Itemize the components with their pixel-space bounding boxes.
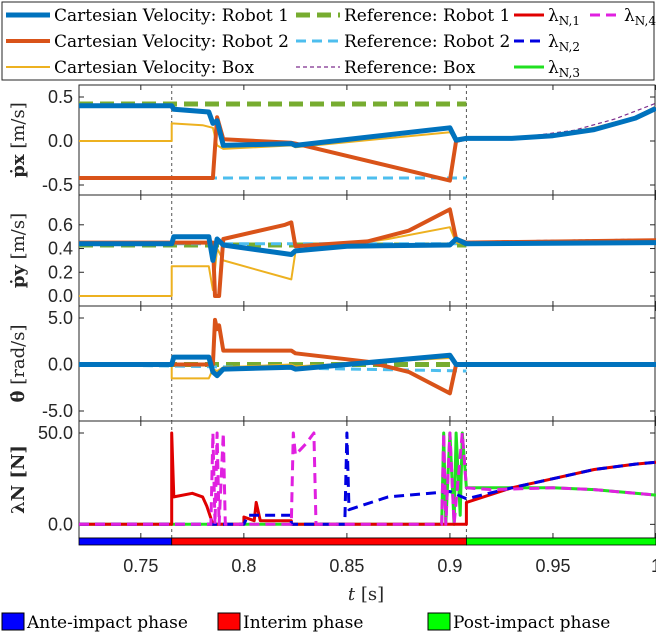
subplot-2: 0.0 0.2 0.4 0.6 ṗy [m/s] xyxy=(8,194,656,307)
y-tick-label: 0.5 xyxy=(48,87,73,107)
x-tick-label: 0.8 xyxy=(231,556,256,576)
series-line xyxy=(79,352,656,379)
series-group xyxy=(79,207,656,298)
legend-label: Cartesian Velocity: Robot 1 xyxy=(54,6,289,26)
phase-label: Ante-impact phase xyxy=(26,613,188,633)
series-line xyxy=(466,102,656,140)
legend-label: Cartesian Velocity: Box xyxy=(54,58,255,78)
legend: Cartesian Velocity: Robot 1 Reference: Ro… xyxy=(1,1,656,81)
phase-label: Post-impact phase xyxy=(453,613,610,633)
y-tick-label: 0.0 xyxy=(48,514,73,534)
series-line xyxy=(79,234,656,263)
phase-segment xyxy=(466,537,656,546)
x-axis-label: t [s] xyxy=(348,584,384,605)
legend-label: λN,3 xyxy=(548,58,580,80)
series-line xyxy=(79,317,656,396)
x-tick-label: 1 xyxy=(651,556,656,576)
plot-area xyxy=(78,420,656,539)
phase-swatch xyxy=(427,612,451,631)
subplots: -0.5 0.0 0.5 ṗx [m/s] 0.0 0.2 0.4 0.6 ṗy [m/s] -5… xyxy=(8,84,656,539)
legend-label: Reference: Robot 2 xyxy=(344,32,510,52)
series-line xyxy=(79,431,656,526)
phase-segment xyxy=(171,537,467,546)
phase-segment xyxy=(78,537,173,546)
phase-swatch xyxy=(1,612,25,631)
phase-swatch xyxy=(217,612,241,631)
y-tick-label: 0.4 xyxy=(48,239,73,259)
x-tick-label: 0.9 xyxy=(437,556,462,576)
plot-area xyxy=(78,194,656,307)
y-tick-label: 0.0 xyxy=(48,286,73,306)
subplot-1: -0.5 0.0 0.5 ṗx [m/s] xyxy=(8,84,656,196)
subplot-4: 0.0 50.0 λN [N] xyxy=(8,420,656,539)
x-tick-label: 0.75 xyxy=(123,556,158,576)
phase-bar xyxy=(78,537,656,546)
legend-label: λN,4 xyxy=(624,6,656,28)
series-line xyxy=(79,207,656,298)
y-axis-label: θ̇ [rad/s] xyxy=(8,325,29,403)
series-group xyxy=(79,431,656,526)
y-axis-label: ṗy [m/s] xyxy=(8,213,29,288)
y-axis-label: ṗx [m/s] xyxy=(8,102,29,177)
y-tick-label: 0.0 xyxy=(48,131,73,151)
x-axis: 0.75 0.8 0.85 0.9 0.95 1 t [s] xyxy=(123,556,656,605)
series-group xyxy=(79,317,656,396)
legend-label: λN,2 xyxy=(548,32,580,54)
y-tick-label: 0.6 xyxy=(48,215,73,235)
series-line xyxy=(79,431,656,526)
x-tick-label: 0.95 xyxy=(535,556,570,576)
phase-label: Interim phase xyxy=(243,613,363,633)
series-line xyxy=(79,103,656,148)
y-tick-label: 50.0 xyxy=(38,423,73,443)
legend-label: Reference: Box xyxy=(344,58,476,78)
series-group xyxy=(79,101,656,183)
legend-label: Cartesian Velocity: Robot 2 xyxy=(54,32,289,52)
series-line xyxy=(79,431,656,526)
legend-label: λN,1 xyxy=(548,6,580,28)
y-tick-label: -0.5 xyxy=(42,175,73,195)
y-tick-label: -5.0 xyxy=(42,401,73,421)
y-tick-label: 0.0 xyxy=(48,355,73,375)
y-tick-label: 5.0 xyxy=(48,308,73,328)
subplot-3: -5.0 0.0 5.0 θ̇ [rad/s] xyxy=(8,305,656,422)
y-tick-label: 0.2 xyxy=(48,262,73,282)
legend-label: Reference: Robot 1 xyxy=(344,6,510,26)
x-tick-label: 0.85 xyxy=(329,556,364,576)
y-axis-label: λN [N] xyxy=(8,445,29,514)
phase-legend: Ante-impact phase Interim phase Post-impac… xyxy=(1,612,610,633)
